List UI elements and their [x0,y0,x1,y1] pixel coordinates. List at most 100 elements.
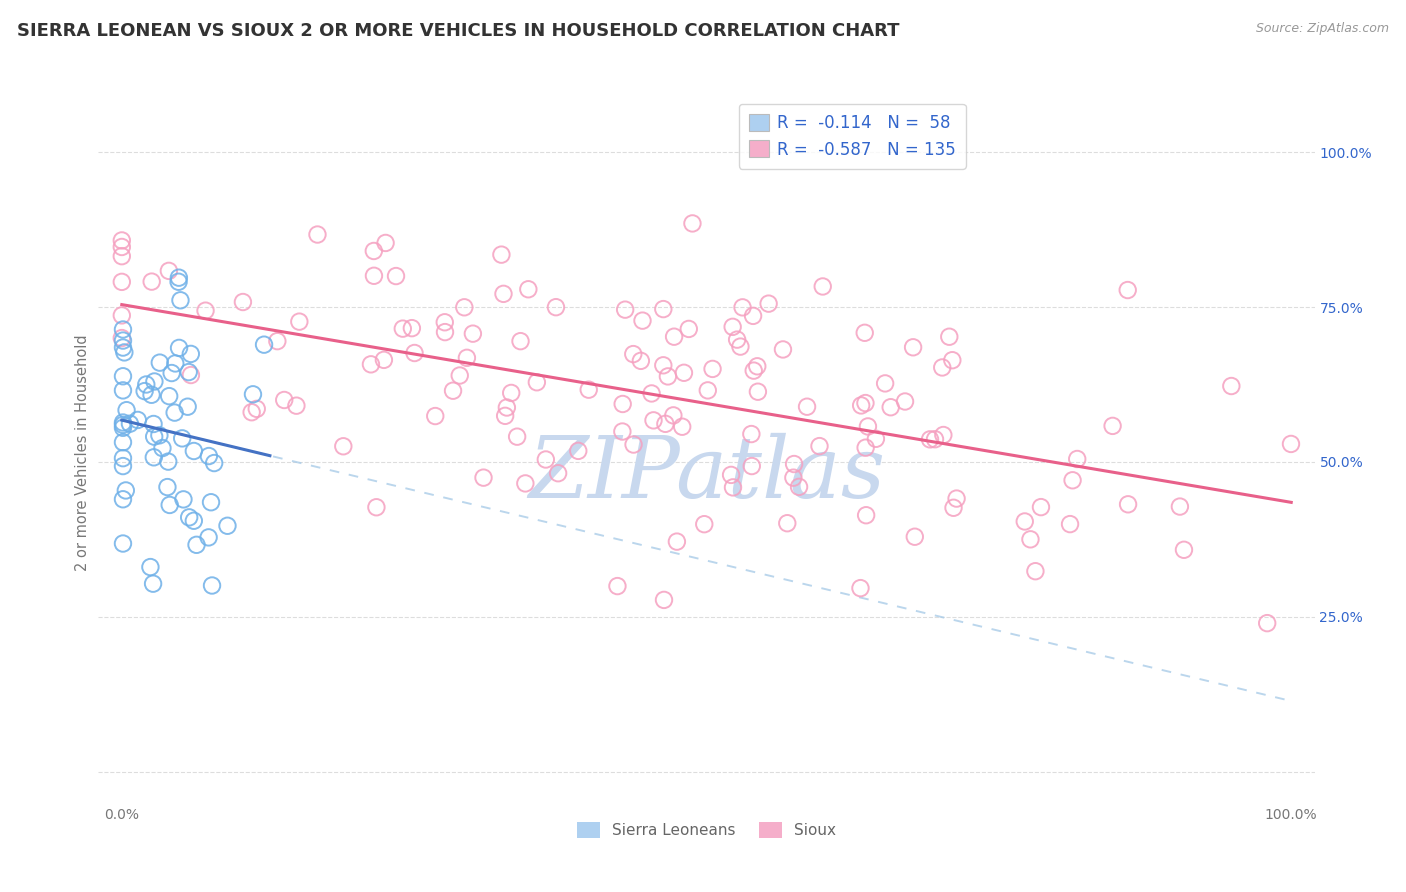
Point [385,268,408,283]
Point [1168,500,1191,514]
Point [849,581,872,595]
Point [731,301,754,315]
Point [115,403,138,417]
Point [111,331,134,345]
Point [567,443,589,458]
Point [461,326,484,341]
Point [931,360,953,375]
Point [730,340,752,354]
Point [425,409,447,423]
Point [266,334,288,348]
Text: Source: ZipAtlas.com: Source: ZipAtlas.com [1256,22,1389,36]
Point [671,419,693,434]
Point [111,459,134,474]
Point [180,347,202,361]
Point [640,386,662,401]
Point [924,432,946,446]
Point [111,234,134,248]
Y-axis label: 2 or more Vehicles in Household: 2 or more Vehicles in Household [75,334,90,571]
Point [938,330,960,344]
Point [111,421,134,435]
Point [179,510,201,524]
Point [433,315,456,329]
Point [657,369,679,384]
Point [758,296,780,310]
Point [111,249,134,263]
Point [169,293,191,308]
Point [1116,283,1139,297]
Point [135,377,157,392]
Point [742,363,765,377]
Point [1220,379,1243,393]
Point [165,356,187,370]
Point [134,384,156,398]
Point [808,439,831,453]
Point [849,399,872,413]
Point [1256,616,1278,631]
Point [198,449,221,463]
Point [449,368,471,383]
Point [721,319,744,334]
Point [506,430,529,444]
Point [363,244,385,258]
Point [111,492,134,507]
Point [201,578,224,592]
Point [614,302,637,317]
Point [374,235,396,250]
Point [725,333,748,347]
Point [332,439,354,453]
Point [1101,418,1123,433]
Point [111,322,134,336]
Point [606,579,628,593]
Point [433,325,456,339]
Point [918,433,941,447]
Point [197,530,219,544]
Point [180,368,202,382]
Point [242,387,264,401]
Point [142,576,165,591]
Point [783,457,806,471]
Point [373,352,395,367]
Point [246,401,269,416]
Point [855,396,877,410]
Point [111,416,134,430]
Point [217,518,239,533]
Point [515,476,537,491]
Point [307,227,329,242]
Point [721,480,744,494]
Point [127,413,149,427]
Point [501,386,523,401]
Point [142,450,165,465]
Point [630,354,652,368]
Point [853,326,876,340]
Point [932,428,955,442]
Point [491,247,513,261]
Point [366,500,388,515]
Point [904,530,927,544]
Point [747,384,769,399]
Point [1059,517,1081,532]
Point [879,401,901,415]
Point [941,353,963,368]
Point [157,264,180,278]
Point [1029,500,1052,515]
Point [772,343,794,357]
Point [623,437,645,451]
Point [167,270,190,285]
Point [662,409,685,423]
Point [149,356,172,370]
Point [534,452,557,467]
Point [157,455,180,469]
Point [141,388,163,402]
Point [112,345,135,359]
Point [114,483,136,498]
Point [787,480,810,494]
Point [509,334,531,348]
Point [612,397,634,411]
Point [696,384,718,398]
Point [517,282,540,296]
Point [662,329,685,343]
Point [945,491,967,506]
Point [167,341,190,355]
Point [1019,533,1042,547]
